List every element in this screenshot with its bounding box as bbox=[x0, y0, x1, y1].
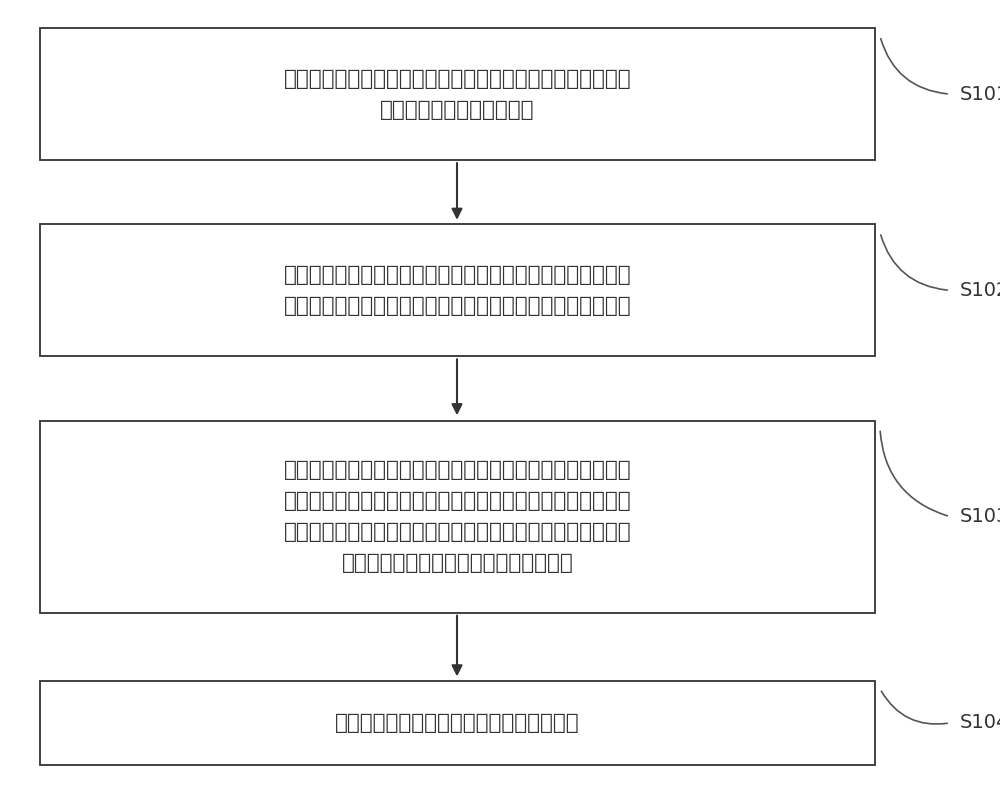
Bar bbox=[40, 421, 875, 613]
Bar bbox=[40, 681, 875, 765]
Text: S102: S102 bbox=[960, 281, 1000, 300]
Text: 对整理后的总线信号中各个信号位进行分组，得到分组后的总
线信号，其中，分组后的总线信号中包括：至少两个信号位组: 对整理后的总线信号中各个信号位进行分组，得到分组后的总 线信号，其中，分组后的总… bbox=[284, 265, 631, 316]
Text: S104: S104 bbox=[960, 714, 1000, 732]
Text: 向总线解码接收电路发送延迟后的总线信号: 向总线解码接收电路发送延迟后的总线信号 bbox=[335, 713, 580, 733]
Text: 将初始总线信号的各个信号位的初始相位整理成相同的初始相
位，得到整理后的总线信号: 将初始总线信号的各个信号位的初始相位整理成相同的初始相 位，得到整理后的总线信号 bbox=[284, 69, 631, 119]
Bar bbox=[40, 28, 875, 160]
Text: S103: S103 bbox=[960, 507, 1000, 526]
Bar bbox=[40, 224, 875, 356]
Text: 对分组后的总线信号按照预设延迟方式进行延迟，得到延迟后
的总线信号，其中，预设延迟方式为将每一信号位组中各个信
号位分别对应的延时时长设置为不同、且各个信号位组: 对分组后的总线信号按照预设延迟方式进行延迟，得到延迟后 的总线信号，其中，预设延… bbox=[284, 460, 631, 574]
Text: S101: S101 bbox=[960, 85, 1000, 103]
